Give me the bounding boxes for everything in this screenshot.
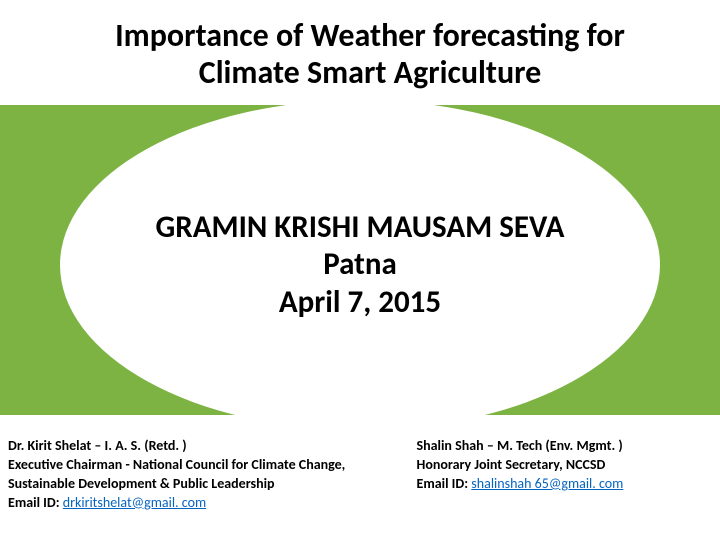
subtitle-line-1: GRAMIN KRISHI MAUSAM SEVA [156,209,565,246]
content-bubble: GRAMIN KRISHI MAUSAM SEVA Patna April 7,… [60,100,660,430]
subtitle-line-3: April 7, 2015 [156,284,565,321]
footer-left-block: Dr. Kirit Shelat – I. A. S. (Retd. ) Exe… [8,437,377,528]
author-left-name: Dr. Kirit Shelat – I. A. S. (Retd. ) [8,437,187,454]
title-section: Importance of Weather forecasting for Cl… [0,0,720,102]
author-right-email-label: Email ID: [417,475,472,492]
author-right-email-link[interactable]: shalinshah 65@gmail. com [471,475,623,492]
subtitle-line-2: Patna [156,246,565,283]
author-left-email-label: Email ID: [8,494,63,511]
author-right-role: Honorary Joint Secretary, NCCSD [417,456,606,473]
author-left-email-link[interactable]: drkiritshelat@gmail. com [63,494,206,511]
footer-right-block: Shalin Shah – M. Tech (Env. Mgmt. ) Hono… [417,437,700,528]
footer-left-text: Dr. Kirit Shelat – I. A. S. (Retd. ) Exe… [8,437,377,513]
main-title: Importance of Weather forecasting for Cl… [70,18,670,92]
author-right-name: Shalin Shah – M. Tech (Env. Mgmt. ) [417,437,623,454]
subtitle-block: GRAMIN KRISHI MAUSAM SEVA Patna April 7,… [156,209,565,321]
author-left-role: Executive Chairman - National Council fo… [8,456,345,492]
footer-section: Dr. Kirit Shelat – I. A. S. (Retd. ) Exe… [0,425,720,540]
footer-right-text: Shalin Shah – M. Tech (Env. Mgmt. ) Hono… [417,437,700,494]
